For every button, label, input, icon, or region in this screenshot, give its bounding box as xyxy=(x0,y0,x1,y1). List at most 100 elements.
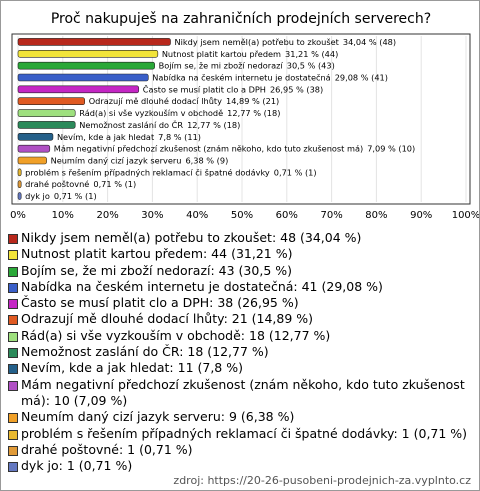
legend-item: Nutnost platit kartou předem: 44 (31,21 … xyxy=(7,246,473,262)
legend-label: Nemožnost zaslání do ČR: 18 (12,77 %) xyxy=(21,344,269,360)
category-label: Často se musí platit clo a DPH xyxy=(143,83,266,94)
legend-swatch xyxy=(8,364,18,375)
legend-swatch xyxy=(8,462,18,473)
legend-swatch xyxy=(8,429,18,440)
bar xyxy=(17,156,47,165)
bar xyxy=(17,168,22,177)
legend-swatch xyxy=(8,331,18,342)
legend-swatch xyxy=(8,234,18,244)
legend: Nikdy jsem neměl(a) potřebu to zkoušet: … xyxy=(7,230,473,474)
bar-label: Neumím daný cizí jazyk serveru 6,38 % (9) xyxy=(51,155,229,165)
category-label: Neumím daný cizí jazyk serveru xyxy=(51,155,182,165)
source: zdroj: https://20-26-pusobeni-prodejnich… xyxy=(173,474,471,487)
bar xyxy=(17,85,140,94)
value-label: 31,21 % (44) xyxy=(285,48,338,58)
bar-label: problém s řešením případných reklamací č… xyxy=(25,167,316,177)
value-label: 7,8 % (11) xyxy=(158,131,201,141)
bar-label: Nevím, kde a jak hledat 7,8 % (11) xyxy=(57,131,201,141)
category-label: Odrazují mě dlouhé dodací lhůty xyxy=(89,96,222,106)
category-label: problém s řešením případných reklamací č… xyxy=(25,167,270,177)
value-label: 29,08 % (41) xyxy=(335,72,388,82)
value-label: 14,89 % (21) xyxy=(226,96,279,106)
legend-item: Neumím daný cizí jazyk serveru: 9 (6,38 … xyxy=(7,409,473,425)
legend-label: Odrazují mě dlouhé dodací lhůty: 21 (14,… xyxy=(21,311,314,327)
x-tick-label: 80% xyxy=(365,210,387,221)
bar xyxy=(17,38,171,46)
x-tick-label: 100% xyxy=(452,210,479,221)
legend-label: Bojím se, že mi zboží nedorazí: 43 (30,5… xyxy=(21,262,292,278)
x-tick-label: 20% xyxy=(96,210,118,221)
legend-label: drahé poštovné: 1 (0,71 %) xyxy=(21,441,193,457)
legend-item: Nevím, kde a jak hledat: 11 (7,8 %) xyxy=(7,360,473,376)
legend-label: problém s řešením případných reklamací č… xyxy=(21,425,468,441)
legend-item: dyk jo: 1 (0,71 %) xyxy=(7,458,473,474)
legend-label: Mám negativní předchozí zkušenost (znám … xyxy=(21,376,465,408)
plot: Proč nakupuješ na zahraničních prodejníc… xyxy=(10,11,479,221)
value-label: 34,04 % (48) xyxy=(343,36,396,46)
legend-swatch xyxy=(8,282,18,293)
legend-label: Rád(a) si vše vyzkouším v obchodě: 18 (1… xyxy=(21,327,331,343)
bar-label: Odrazují mě dlouhé dodací lhůty 14,89 % (… xyxy=(89,96,280,106)
legend-label: Nikdy jsem neměl(a) potřebu to zkoušet: … xyxy=(21,230,362,245)
category-label: Nikdy jsem neměl(a) potřebu to zkoušet xyxy=(174,36,339,46)
bar-label: Nikdy jsem neměl(a) potřebu to zkoušet 34… xyxy=(174,36,396,46)
category-label: Nabídka na českém internetu je dostatečn… xyxy=(152,72,330,82)
legend-item: Často se musí platit clo a DPH: 38 (26,9… xyxy=(7,295,473,311)
category-label: Rád(a) si vše vyzkouším v obchodě xyxy=(79,108,223,118)
legend-swatch xyxy=(8,266,18,277)
bar-label: Často se musí platit clo a DPH 26,95 % (3… xyxy=(143,83,323,94)
bar-label: Rád(a) si vše vyzkouším v obchodě 12,77 %… xyxy=(79,108,280,118)
legend-swatch xyxy=(8,315,18,326)
value-label: 7,09 % (10) xyxy=(367,143,415,153)
legend-label: Nutnost platit kartou předem: 44 (31,21 … xyxy=(21,246,293,262)
legend-label: dyk jo: 1 (0,71 %) xyxy=(21,458,133,474)
bar xyxy=(17,97,86,106)
legend-label: Neumím daný cizí jazyk serveru: 9 (6,38 … xyxy=(21,409,295,425)
bar xyxy=(17,73,149,82)
bar xyxy=(17,49,159,58)
legend-swatch xyxy=(8,250,18,261)
value-label: 12,77 % (18) xyxy=(187,119,240,129)
bar-label: Nutnost platit kartou předem 31,21 % (44) xyxy=(162,48,338,58)
legend-item: problém s řešením případných reklamací č… xyxy=(7,426,473,442)
x-tick-label: 50% xyxy=(231,210,253,221)
legend-item: Nikdy jsem neměl(a) potřebu to zkoušet: … xyxy=(7,230,473,246)
bar xyxy=(17,132,54,141)
legend-label: Nevím, kde a jak hledat: 11 (7,8 %) xyxy=(21,360,243,376)
legend-item: Odrazují mě dlouhé dodací lhůty: 21 (14,… xyxy=(7,311,473,327)
category-label: dyk jo xyxy=(25,191,50,201)
category-label: Bojím se, že mi zboží nedorazí xyxy=(159,60,284,70)
x-tick-label: 40% xyxy=(186,210,208,221)
legend-item: Nemožnost zaslání do ČR: 18 (12,77 %) xyxy=(7,344,473,360)
x-tick-label: 60% xyxy=(276,210,298,221)
bar-label: Nabídka na českém internetu je dostatečn… xyxy=(152,72,388,82)
legend-item: Nabídka na českém internetu je dostatečn… xyxy=(7,279,473,295)
value-label: 26,95 % (38) xyxy=(270,84,323,94)
x-tick-label: 90% xyxy=(410,210,432,221)
value-label: 12,77 % (18) xyxy=(227,108,280,118)
bar-label: Bojím se, že mi zboží nedorazí 30,5 % (43… xyxy=(159,60,335,70)
bar xyxy=(17,109,76,117)
value-label: 6,38 % (9) xyxy=(185,155,228,165)
legend-item: drahé poštovné: 1 (0,71 %) xyxy=(7,442,473,458)
chart-title: Proč nakupuješ na zahraničních prodejníc… xyxy=(51,11,431,27)
legend-swatch xyxy=(8,413,18,424)
plot-frame xyxy=(11,33,471,205)
legend-swatch xyxy=(8,380,18,391)
legend-item: Bojím se, že mi zboží nedorazí: 43 (30,5… xyxy=(7,263,473,279)
bar xyxy=(17,61,155,70)
x-tick-label: 0% xyxy=(10,210,26,221)
category-label: Nemožnost zaslání do ČR xyxy=(79,118,183,129)
x-tick-label: 30% xyxy=(141,210,163,221)
bar xyxy=(17,180,22,189)
value-label: 0,71 % (1) xyxy=(54,191,97,201)
legend-swatch xyxy=(8,348,18,359)
value-label: 0,71 % (1) xyxy=(274,167,317,177)
legend-label: Často se musí platit clo a DPH: 38 (26,9… xyxy=(21,295,299,311)
legend-swatch xyxy=(8,299,18,310)
x-tick-label: 10% xyxy=(52,210,74,221)
bar xyxy=(17,144,51,153)
bar-label: Nemožnost zaslání do ČR 12,77 % (18) xyxy=(79,118,240,129)
bar xyxy=(17,192,22,200)
